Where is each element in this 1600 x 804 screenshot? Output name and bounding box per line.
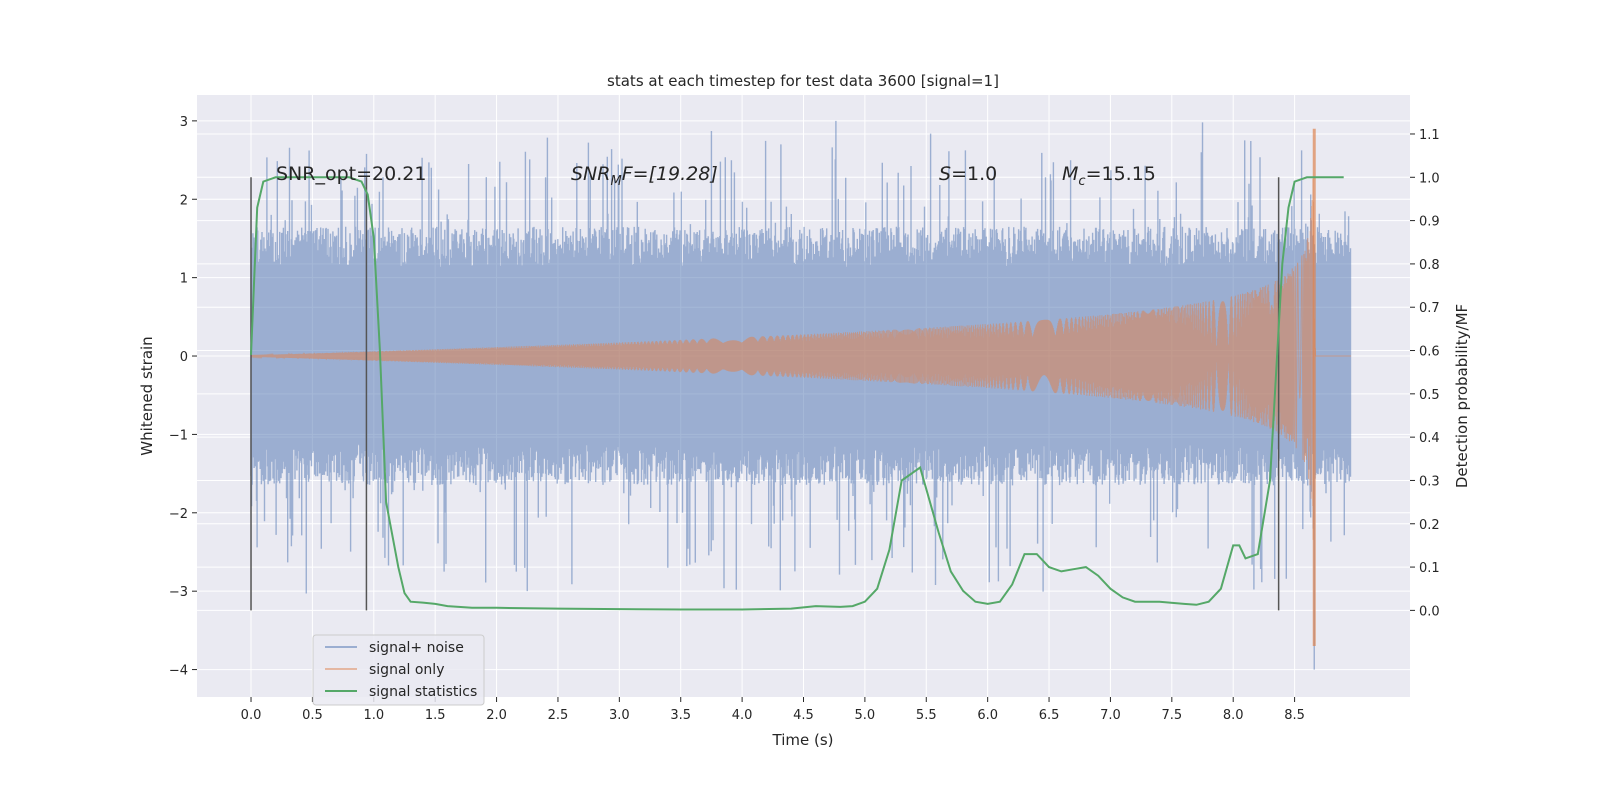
x-tick-label: 3.5: [670, 708, 691, 723]
legend-label-signal-noise: signal+ noise: [369, 640, 464, 656]
x-tick-label: 4.5: [793, 708, 814, 723]
annotation-s: S=1.0: [939, 163, 997, 185]
right-y-tick-label: 0.8: [1419, 258, 1440, 273]
x-tick-label: 1.5: [425, 708, 446, 723]
y-tick-label: −1: [169, 428, 188, 443]
annotation-snr-mf: SNRMF=[19.28]: [571, 163, 718, 189]
x-tick-label: 2.0: [486, 708, 507, 723]
right-y-tick-label: 1.1: [1419, 128, 1440, 143]
x-tick-label: 4.0: [732, 708, 753, 723]
legend-box: [312, 634, 485, 706]
legend: signal+ noise signal only signal statist…: [312, 634, 485, 706]
right-y-tick-label: 0.0: [1419, 604, 1440, 619]
y-tick-label: −3: [169, 585, 188, 600]
vertical-markers: [250, 177, 1280, 611]
x-tick-label: 6.5: [1039, 708, 1060, 723]
legend-label-signal-statistics: signal statistics: [369, 684, 477, 700]
x-tick-label: 0.5: [302, 708, 323, 723]
right-y-tick-label: 0.7: [1419, 301, 1440, 316]
signal-statistics-series: [250, 176, 1344, 611]
x-tick-label: 2.5: [548, 708, 569, 723]
x-tick-label: 7.5: [1161, 708, 1182, 723]
right-y-tick-label: 1.0: [1419, 171, 1440, 186]
right-y-tick-labels: 0.0 0.1 0.2 0.3 0.4 0.5 0.6 0.7 0.8 0.9 1.0 1.1: [1410, 128, 1440, 619]
signal-statistics-line: [250, 176, 1344, 611]
y-tick-labels: −4 −3 −2 −1 0 1 2 3: [169, 115, 197, 679]
legend-label-signal-only: signal only: [369, 662, 444, 678]
right-y-tick-label: 0.3: [1419, 474, 1440, 489]
right-y-tick-label: 0.2: [1419, 518, 1440, 533]
signal-only-line: [250, 178, 1352, 540]
y-tick-label: −2: [169, 507, 188, 522]
right-y-tick-label: 0.4: [1419, 431, 1440, 446]
y-axis-label: Whitened strain: [138, 336, 156, 455]
x-tick-label: 8.0: [1223, 708, 1244, 723]
right-y-tick-label: 0.1: [1419, 561, 1440, 576]
x-tick-label: 1.0: [363, 708, 384, 723]
x-tick-label: 7.0: [1100, 708, 1121, 723]
right-y-tick-label: 0.5: [1419, 388, 1440, 403]
annotation-mc: Mc=15.15: [1062, 163, 1156, 189]
x-tick-label: 3.0: [609, 708, 630, 723]
y-tick-label: 3: [180, 115, 188, 130]
y-tick-label: 1: [180, 272, 188, 287]
x-tick-label: 6.0: [977, 708, 998, 723]
right-y-axis-label: Detection probability/MF: [1453, 304, 1471, 488]
x-tick-label: 5.0: [855, 708, 876, 723]
annotation-snr-opt: SNR_opt=20.21: [276, 163, 426, 185]
right-y-tick-label: 0.6: [1419, 345, 1440, 360]
right-y-tick-label: 0.9: [1419, 215, 1440, 230]
x-axis-label: Time (s): [772, 731, 834, 749]
x-tick-label: 5.5: [916, 708, 937, 723]
y-tick-label: 0: [180, 350, 188, 365]
x-tick-label: 0.0: [241, 708, 262, 723]
y-tick-label: −4: [169, 664, 188, 679]
y-tick-label: 2: [180, 193, 188, 208]
chart-title: stats at each timestep for test data 360…: [607, 72, 999, 90]
x-tick-label: 8.5: [1284, 708, 1305, 723]
x-tick-labels: 0.0 0.5 1.0 1.5 2.0 2.5 3.0 3.5 4.0 4.5 5.0 5.5 6.0 6…: [241, 697, 1305, 723]
signal-only-series: [250, 128, 1352, 647]
